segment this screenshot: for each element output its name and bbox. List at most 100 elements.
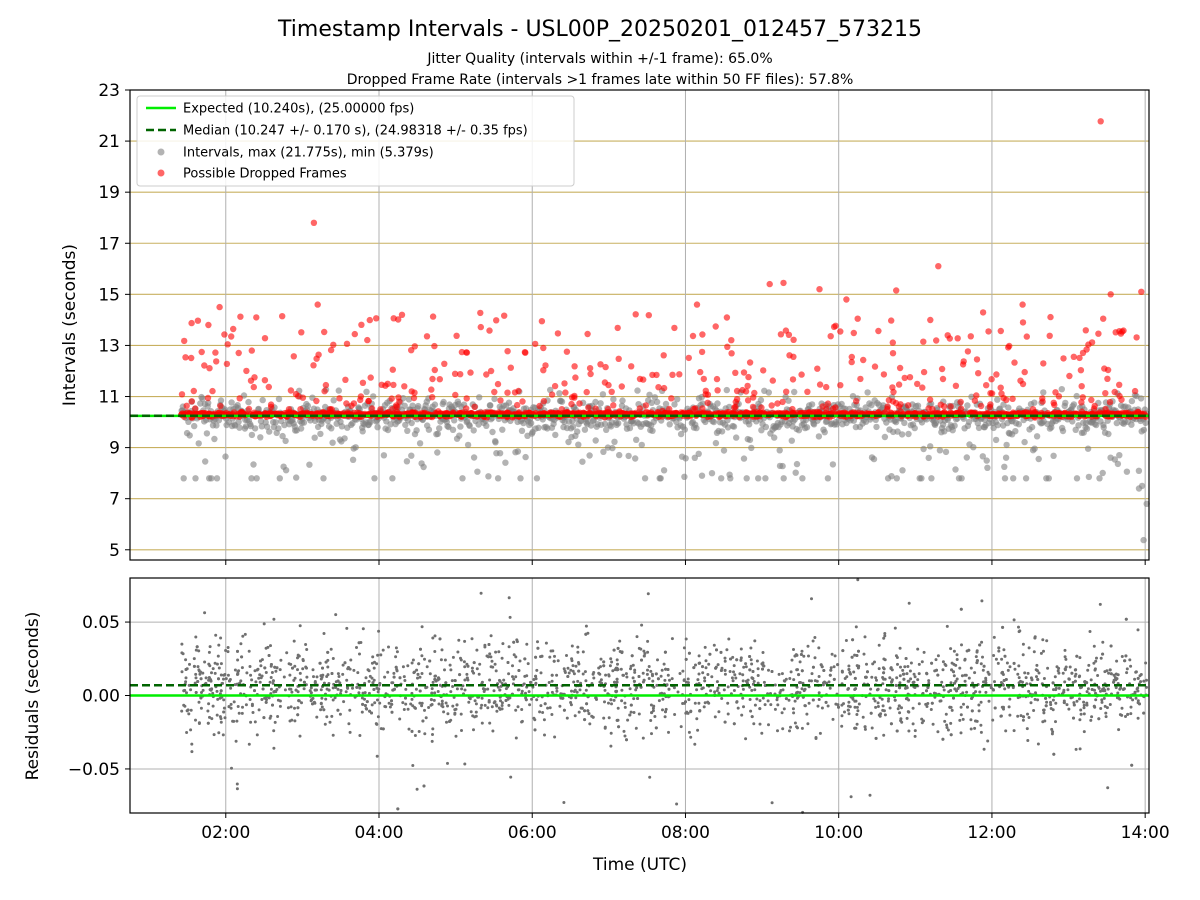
interval-point <box>920 445 927 453</box>
residual-point <box>781 727 785 731</box>
residual-point <box>499 699 502 703</box>
residual-point <box>490 705 494 709</box>
residual-point <box>628 687 632 691</box>
residual-point <box>726 701 730 705</box>
dropped-frame-point <box>1102 390 1109 397</box>
dropped-frame-point <box>463 395 470 402</box>
residual-point <box>967 676 971 680</box>
residual-point <box>926 702 930 705</box>
residual-point <box>1144 661 1148 665</box>
interval-point <box>304 402 312 410</box>
residual-point <box>666 673 670 677</box>
residual-point <box>1021 718 1025 722</box>
residual-point <box>1017 681 1021 685</box>
interval-point <box>746 421 753 428</box>
residual-point <box>584 688 588 692</box>
residual-point <box>898 711 902 715</box>
residual-point <box>194 718 197 722</box>
interval-point <box>213 422 220 429</box>
residual-point <box>849 795 853 799</box>
dropped-frame-point <box>206 365 213 372</box>
dropped-frame-point <box>584 330 591 338</box>
residual-point <box>293 719 297 723</box>
residual-point <box>569 703 573 707</box>
dropped-frame-point <box>538 318 546 325</box>
residual-point <box>584 624 588 628</box>
residual-point <box>1025 727 1029 731</box>
residual-point <box>1057 666 1061 670</box>
residual-point <box>906 665 910 668</box>
dropped-frame-point <box>511 389 519 396</box>
residual-point <box>269 676 273 679</box>
residual-point <box>208 715 211 719</box>
residual-point <box>945 624 949 628</box>
residual-point <box>741 696 745 700</box>
dropped-frame-point <box>344 409 351 416</box>
residual-point <box>1092 661 1096 665</box>
dropped-frame-point <box>1021 368 1028 376</box>
interval-point <box>581 426 589 433</box>
residual-point <box>577 710 581 714</box>
residual-point <box>376 690 380 694</box>
residual-point <box>1054 701 1058 705</box>
residual-point <box>704 666 708 670</box>
residual-point <box>1063 680 1067 684</box>
interval-point <box>1031 445 1038 452</box>
dropped-frame-point <box>604 405 612 413</box>
interval-point <box>1099 469 1106 477</box>
residual-point <box>428 672 432 676</box>
residual-point <box>876 705 880 708</box>
residual-point <box>870 726 874 730</box>
residual-point <box>852 670 856 674</box>
dropped-frame-point <box>920 368 928 376</box>
residual-point <box>1095 656 1098 660</box>
interval-point <box>457 423 464 430</box>
interval-point <box>942 448 950 456</box>
dropped-frame-point <box>583 388 590 396</box>
intervals-y-tick-label: 15 <box>98 285 120 305</box>
residual-point <box>872 697 876 701</box>
interval-point <box>275 425 282 432</box>
residual-point <box>463 665 467 669</box>
residual-point <box>992 654 996 657</box>
intervals-y-tick-label: 7 <box>109 490 120 510</box>
dropped-frame-point <box>310 219 318 226</box>
residual-point <box>1013 667 1017 671</box>
dropped-frame-point <box>1111 388 1118 396</box>
residual-point <box>272 617 276 621</box>
dropped-frame-point <box>897 401 904 408</box>
dropped-frame-point <box>223 360 231 368</box>
dropped-frame-point <box>896 364 904 372</box>
dropped-frame-point <box>1106 398 1114 406</box>
dropped-frame-point <box>321 328 328 336</box>
residual-point <box>1012 729 1016 733</box>
interval-point <box>1012 428 1019 435</box>
residual-point <box>433 691 437 695</box>
residual-point <box>309 686 313 690</box>
residual-point <box>741 687 745 691</box>
interval-point <box>808 401 816 408</box>
residual-point <box>235 782 239 786</box>
interval-point <box>251 425 259 432</box>
residual-point <box>325 715 329 719</box>
interval-point <box>660 467 668 474</box>
dropped-frame-point <box>358 321 365 328</box>
residual-point <box>501 642 505 646</box>
dropped-frame-point <box>853 398 860 405</box>
dropped-frame-point <box>493 317 500 324</box>
dropped-frame-point <box>1107 291 1114 298</box>
interval-point <box>592 398 599 406</box>
residual-point <box>791 707 795 711</box>
residual-point <box>448 663 452 667</box>
residual-point <box>817 691 821 695</box>
interval-point <box>263 423 271 430</box>
residual-point <box>463 639 467 643</box>
residual-point <box>1024 676 1028 680</box>
residual-point <box>877 643 881 647</box>
residual-point <box>379 653 383 657</box>
dropped-frame-point <box>221 331 228 338</box>
interval-point <box>892 418 900 426</box>
dropped-frame-point <box>491 388 498 396</box>
residual-point <box>856 578 860 582</box>
residual-point <box>703 645 707 649</box>
